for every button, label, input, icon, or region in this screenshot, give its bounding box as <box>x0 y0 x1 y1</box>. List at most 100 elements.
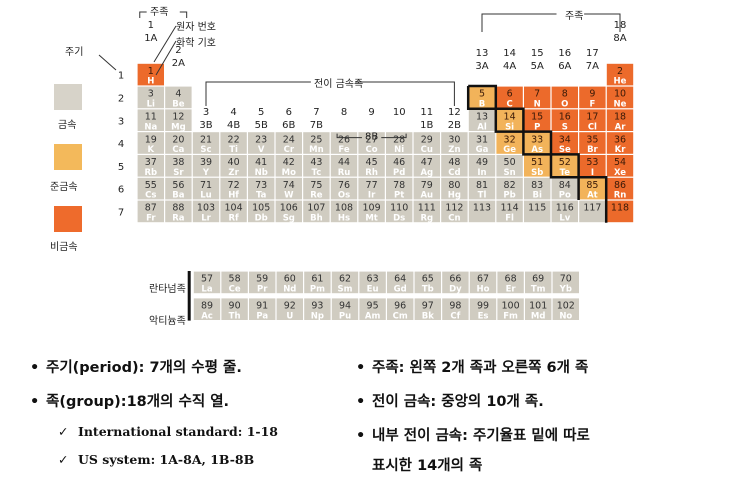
atomic-number: 25 <box>310 134 322 145</box>
element-symbol: Ga <box>476 145 489 155</box>
element-symbol: Xe <box>614 168 626 178</box>
element-Sb-box <box>524 155 551 177</box>
element-Bi-box <box>524 177 551 200</box>
element-Ar-box <box>606 109 634 131</box>
group-label-18: 8A <box>613 33 626 44</box>
atomic-number: 80 <box>448 180 460 191</box>
lanthanide-Ho-box <box>469 271 497 294</box>
element-Ra-box <box>165 200 192 223</box>
element-N: 7N <box>524 86 551 110</box>
element-Rn-box <box>606 177 634 200</box>
atomic-number: 51 <box>531 157 543 168</box>
atomic-number: 89 <box>201 301 213 312</box>
atomic-number: 107 <box>307 203 325 214</box>
main-group-right-label: 주족 <box>565 11 584 22</box>
atomic-number: 94 <box>339 301 351 312</box>
element-Rh-box <box>358 155 385 177</box>
element-symbol: No <box>559 311 572 321</box>
element-Tl-box <box>468 177 496 200</box>
sub-item-us: ✓ US system: 1A-8A, 1B-8B <box>58 452 255 467</box>
element-Br-box <box>579 132 606 154</box>
element-Fl-box <box>496 200 523 223</box>
element-Te-box <box>551 155 578 177</box>
atomic-number: 9 <box>589 89 595 100</box>
element-W-box <box>275 177 302 200</box>
element-Y: 39Y <box>192 155 220 178</box>
group-number-16: 16 <box>558 48 571 59</box>
element-Re-box <box>303 177 330 200</box>
atomic-number: 90 <box>229 301 241 312</box>
atomic-number: 10 <box>614 89 626 100</box>
actinides-label: 악티늄족 <box>149 316 186 327</box>
transition-metals-label: 전이 금속족 <box>314 79 364 90</box>
group-label-2: 2A <box>172 58 185 69</box>
element-symbol: Rb <box>144 168 157 178</box>
element-C: 6C <box>496 86 523 110</box>
element-Ir-box <box>358 177 385 200</box>
element-symbol: U <box>286 311 293 321</box>
element-N-box <box>524 86 551 109</box>
element-Mt-box <box>358 200 385 223</box>
element-symbol: He <box>614 77 627 87</box>
lanthanide-La-box <box>193 271 221 294</box>
element-Cu-box <box>413 132 440 154</box>
element-symbol: Dy <box>449 285 462 295</box>
legend-label-nonmetal: 비금속 <box>50 242 78 253</box>
element-Hg-box <box>441 177 468 200</box>
element-symbol: Li <box>147 100 155 110</box>
atomic-number: 45 <box>366 157 378 168</box>
atomic-number: 97 <box>422 301 434 312</box>
element-Bh-box <box>303 200 330 223</box>
element-symbol: Ar <box>615 122 627 132</box>
atomic-number: 68 <box>505 274 517 285</box>
element-symbol: Rf <box>228 214 239 224</box>
atomic-number: 103 <box>197 203 215 214</box>
element-symbol: Th <box>229 311 241 321</box>
element-118: 118 <box>606 200 634 223</box>
element-V-box <box>248 132 275 154</box>
element-Mn-box <box>303 132 330 154</box>
atomic-number: 83 <box>531 180 543 191</box>
atomic-number: 6 <box>507 89 513 100</box>
element-Kr-box <box>606 132 634 154</box>
element-Ag-box <box>413 155 440 177</box>
atomic-number: 26 <box>338 134 350 145</box>
atomic-number: 92 <box>284 301 296 312</box>
element-symbol: Bh <box>310 214 323 224</box>
element-symbol: Y <box>202 168 210 178</box>
element-symbol: Ne <box>614 100 627 110</box>
period-number-3: 3 <box>118 116 124 127</box>
element-symbol: Rn <box>614 191 627 201</box>
period-number-5: 5 <box>118 162 124 173</box>
group-label-8b: 8B <box>365 132 378 143</box>
bullet-transition-text: 전이 금속: 중앙의 10개 족. <box>372 394 544 410</box>
atomic-number: 111 <box>418 203 436 214</box>
element-symbol: Bi <box>532 191 541 201</box>
atomic-number: 1 <box>148 66 154 77</box>
element-symbol: Db <box>255 214 268 224</box>
element-symbol: Ti <box>229 145 238 155</box>
chemical-symbol-pointer <box>155 40 177 76</box>
atomic-number: 108 <box>335 203 353 214</box>
metalloid-staircase-lower <box>466 86 580 200</box>
bullet-period: • 주기(period): 7개의 수평 줄. <box>30 360 242 376</box>
element-Cd-box <box>441 155 468 177</box>
sub-item-international-text: International standard: 1-18 <box>78 424 278 439</box>
element-symbol: At <box>587 191 598 201</box>
